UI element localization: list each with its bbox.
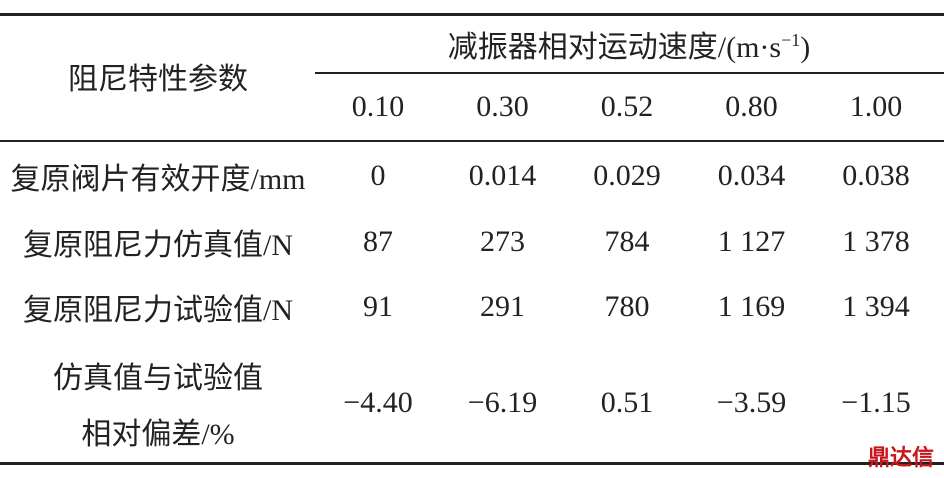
cell: −1.15 (841, 386, 911, 419)
column-header: 0.52 (600, 90, 654, 123)
cell: 91 (363, 290, 393, 323)
cell: 0.038 (842, 159, 910, 192)
cell: 0 (370, 159, 386, 192)
row-label: 相对偏差/% (81, 418, 235, 451)
column-header: 0.80 (725, 90, 778, 123)
top-rule (0, 13, 944, 16)
cell: 87 (363, 225, 393, 258)
row-label: 复原阻尼力试验值/N (23, 294, 293, 327)
cell: 1 394 (842, 290, 910, 323)
column-header: 0.30 (476, 90, 529, 123)
cell: 0.51 (600, 386, 654, 419)
column-header: 1.00 (849, 90, 903, 123)
group-header: 减振器相对运动速度/(m·s−1) (448, 22, 810, 66)
cell: 1 127 (717, 225, 786, 258)
cell: 0.014 (468, 159, 537, 192)
cell: −6.19 (467, 386, 538, 419)
cell: 0.029 (593, 159, 661, 192)
cell: 1 378 (842, 225, 910, 258)
cell: 784 (604, 225, 650, 258)
group-close: ) (800, 31, 811, 64)
cell: −4.40 (343, 386, 413, 419)
cell: 0.034 (717, 159, 786, 192)
group-text: 减振器相对运动速度/(m·s (447, 31, 782, 64)
cell: 291 (480, 290, 525, 323)
column-header: 0.10 (351, 90, 405, 123)
watermark: 鼎达信 (867, 446, 934, 471)
cell: −3.59 (716, 386, 787, 419)
cell: 273 (480, 225, 525, 258)
row-label: 复原阻尼力仿真值/N (23, 229, 293, 262)
row-header: 阻尼特性参数 (68, 63, 248, 96)
group-rule (315, 72, 944, 74)
row-label: 复原阀片有效开度/mm (10, 163, 306, 196)
group-superscript: −1 (781, 30, 801, 50)
header-rule (0, 140, 944, 142)
cell: 1 169 (717, 290, 786, 323)
row-label: 仿真值与试验值 (53, 362, 263, 395)
bottom-rule (0, 462, 944, 465)
cell: 780 (604, 290, 650, 323)
